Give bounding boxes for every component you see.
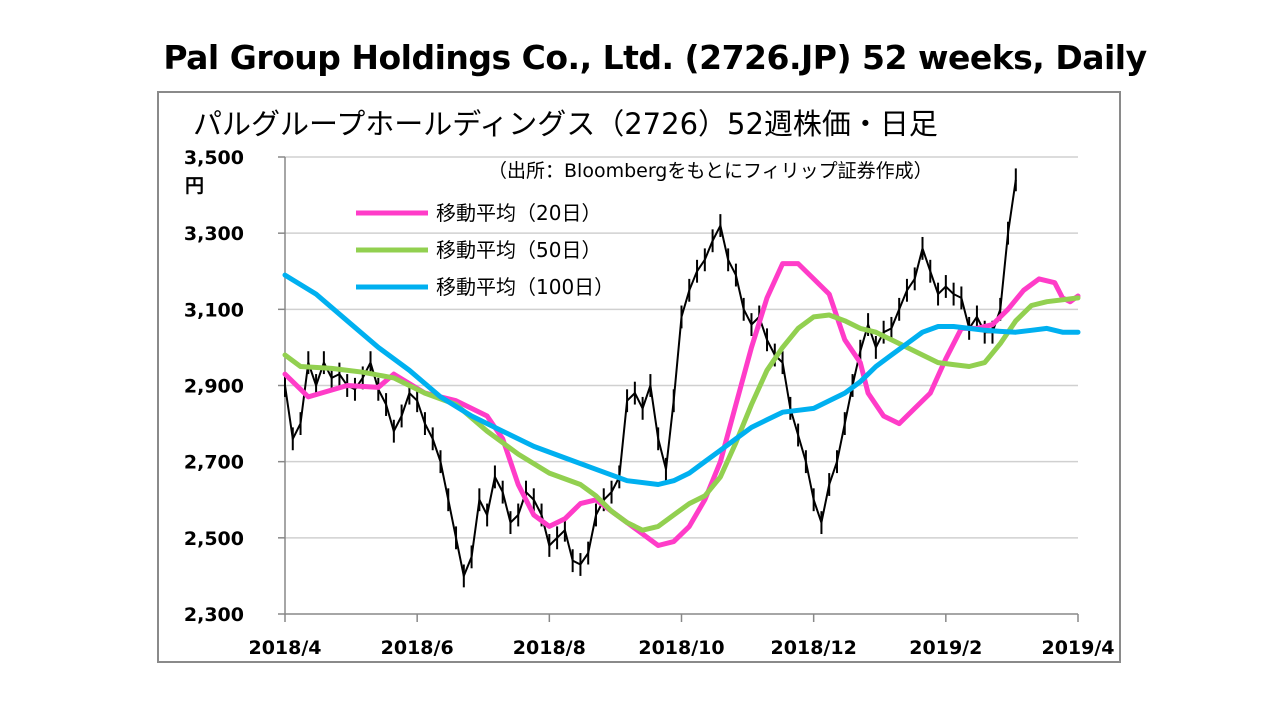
y-unit-label: 円 bbox=[185, 175, 204, 197]
x-tick-label: 2018/4 bbox=[248, 637, 321, 659]
ma-line-3 bbox=[282, 272, 1081, 487]
legend-label: 移動平均（20日） bbox=[436, 201, 601, 225]
ma-line-2 bbox=[282, 295, 1081, 533]
legend-label: 移動平均（50日） bbox=[436, 238, 601, 262]
y-tick-labels: 2,300 2,500 2,700 2,900 3,100 3,300 3,500 bbox=[184, 147, 244, 626]
grid-lines bbox=[278, 156, 1078, 615]
x-tick-label: 2018/6 bbox=[381, 637, 454, 659]
y-tick-label: 2,300 bbox=[184, 604, 244, 626]
y-tick-label: 3,100 bbox=[184, 299, 244, 321]
y-tick-label: 3,300 bbox=[184, 223, 244, 245]
y-tick-label: 2,700 bbox=[184, 452, 244, 474]
chart-frame bbox=[157, 91, 1121, 663]
x-tick-label: 2019/2 bbox=[909, 637, 982, 659]
moving-average-series bbox=[282, 261, 1081, 548]
x-tick-label: 2019/4 bbox=[1041, 637, 1114, 659]
legend: 移動平均（20日） 移動平均（50日） 移動平均（100日） bbox=[356, 201, 614, 299]
legend-label: 移動平均（100日） bbox=[436, 275, 614, 299]
x-tick-label: 2018/10 bbox=[638, 637, 724, 659]
chart-title: パルグループホールディングス（2726）52週株価・日足 bbox=[193, 107, 938, 141]
y-tick-label: 2,500 bbox=[184, 528, 244, 550]
source-note: （出所：Bloombergをもとにフィリップ証券作成） bbox=[488, 160, 933, 182]
x-tick-label: 2018/12 bbox=[771, 637, 857, 659]
x-tick-labels: 2018/4 2018/6 2018/8 2018/10 2018/12 2019/2 20… bbox=[248, 614, 1115, 659]
x-tick-label: 2018/8 bbox=[513, 637, 586, 659]
y-tick-label: 2,900 bbox=[184, 376, 244, 398]
page-title: Pal Group Holdings Co., Ltd. (2726.JP) 5… bbox=[163, 38, 1147, 77]
y-tick-label: 3,500 bbox=[184, 147, 244, 169]
